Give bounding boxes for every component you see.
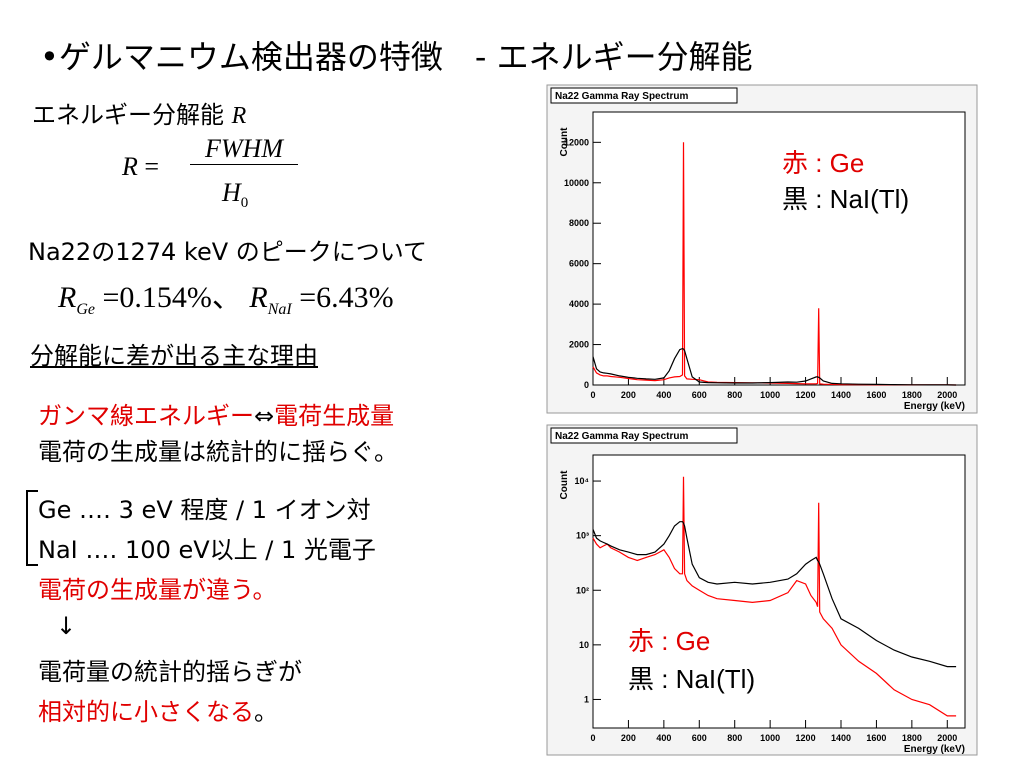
den: H	[222, 178, 241, 207]
arrow: ⇔	[254, 402, 275, 430]
x-axis-label: Energy (keV)	[904, 401, 965, 412]
y-axis-label: Count	[559, 127, 570, 157]
chart-title: Na22 Gamma Ray Spectrum	[555, 431, 689, 442]
left: ガンマ線エネルギー	[38, 402, 254, 430]
x-tick-label: 1200	[796, 733, 816, 743]
chart-title: Na22 Gamma Ray Spectrum	[555, 91, 689, 102]
x-tick-label: 800	[727, 390, 742, 400]
differs: 電荷の生成量が違う。	[38, 576, 277, 604]
x-tick-label: 1600	[866, 390, 886, 400]
y-tick-label: 10⁴	[575, 476, 589, 486]
r-values: RGe =0.154%、 RNaI =6.43%	[58, 272, 394, 319]
y-tick-label: 2000	[569, 340, 589, 350]
right: 電荷生成量	[274, 402, 395, 430]
annotation: 赤 : Ge	[782, 148, 864, 178]
title-box	[550, 427, 738, 444]
x-tick-label: 800	[727, 733, 742, 743]
symbol: R	[231, 103, 247, 129]
x-tick-label: 0	[590, 733, 595, 743]
x-tick-label: 0	[590, 390, 595, 400]
plot-area	[592, 111, 966, 386]
x-tick-label: 600	[692, 733, 707, 743]
series-line	[592, 476, 957, 717]
x-tick-label: 200	[621, 390, 636, 400]
y-tick-label: 6000	[569, 259, 589, 269]
title: •ゲルマニウム検出器の特徴 - エネルギー分解能	[40, 38, 753, 76]
annotation: 黒 : NaI(Tl)	[628, 664, 755, 694]
y-axis-label: Count	[559, 470, 570, 500]
y-tick-label: 10	[579, 640, 589, 650]
annotation: 赤 : Ge	[628, 626, 710, 656]
end: 。	[254, 698, 278, 726]
reason-heading: 分解能に差が出る主な理由	[30, 342, 318, 370]
nai-line: NaI ‥‥ 100 eV以上 / 1 光電子	[38, 536, 376, 564]
x-tick-label: 400	[656, 390, 671, 400]
lhs: R	[122, 152, 138, 181]
red-text: 相対的に小さくなる	[38, 698, 254, 726]
x-tick-label: 1000	[760, 390, 780, 400]
r-sub: NaI	[267, 301, 292, 318]
y-tick-label: 1	[584, 694, 589, 704]
peak-note: Na22の1274 keV のピークについて	[28, 238, 428, 266]
resolution: エネルギー分解能 R	[32, 95, 246, 130]
y-tick-label: 10²	[576, 585, 589, 595]
r: R	[58, 281, 77, 314]
x-tick-label: 2000	[937, 390, 957, 400]
x-tick-label: 1800	[902, 390, 922, 400]
relation: ガンマ線エネルギー⇔電荷生成量	[38, 396, 394, 431]
x-tick-label: 1400	[831, 733, 851, 743]
eq: =	[102, 281, 120, 314]
x-tick-label: 2000	[937, 733, 957, 743]
down-arrow: ↓	[56, 612, 77, 640]
x-tick-label: 1800	[902, 733, 922, 743]
y-tick-label: 12000	[564, 137, 589, 147]
annotation: 黒 : NaI(Tl)	[782, 184, 909, 214]
conclusion: 相対的に小さくなる。	[38, 692, 278, 727]
x-axis-label: Energy (keV)	[904, 744, 965, 755]
y-tick-label: 0	[584, 380, 589, 390]
sep: 、	[211, 281, 242, 314]
x-tick-label: 1200	[796, 390, 816, 400]
text: エネルギー分解能	[32, 101, 224, 129]
val: 6.43%	[316, 281, 394, 314]
numerator: FWHM	[190, 134, 298, 165]
val: 0.154%	[119, 281, 212, 314]
y-tick-label: 8000	[569, 218, 589, 228]
bracket	[26, 490, 38, 566]
denominator: H0	[222, 178, 248, 212]
y-tick-label: 10000	[564, 178, 589, 188]
x-tick-label: 1000	[760, 733, 780, 743]
sub: 0	[240, 195, 249, 212]
r-sub: Ge	[76, 301, 95, 318]
ge-line: Ge ‥‥ 3 eV 程度 / 1 イオン対	[38, 496, 371, 524]
formula: R =	[122, 152, 159, 182]
y-tick-label: 4000	[569, 299, 589, 309]
y-tick-label: 10³	[576, 531, 589, 541]
fluctuation: 電荷の生成量は統計的に揺らぐ。	[38, 438, 398, 466]
x-tick-label: 400	[656, 733, 671, 743]
x-tick-label: 600	[692, 390, 707, 400]
eq: =	[144, 152, 160, 181]
series-line	[592, 521, 957, 668]
num: FWHM	[205, 134, 283, 163]
x-tick-label: 200	[621, 733, 636, 743]
title-box	[550, 87, 738, 104]
plot-area	[592, 454, 966, 729]
series-line	[592, 347, 957, 386]
eq: =	[299, 281, 317, 314]
conclusion: 電荷量の統計的揺らぎが	[38, 658, 302, 686]
x-tick-label: 1400	[831, 390, 851, 400]
r: R	[249, 281, 268, 314]
x-tick-label: 1600	[866, 733, 886, 743]
